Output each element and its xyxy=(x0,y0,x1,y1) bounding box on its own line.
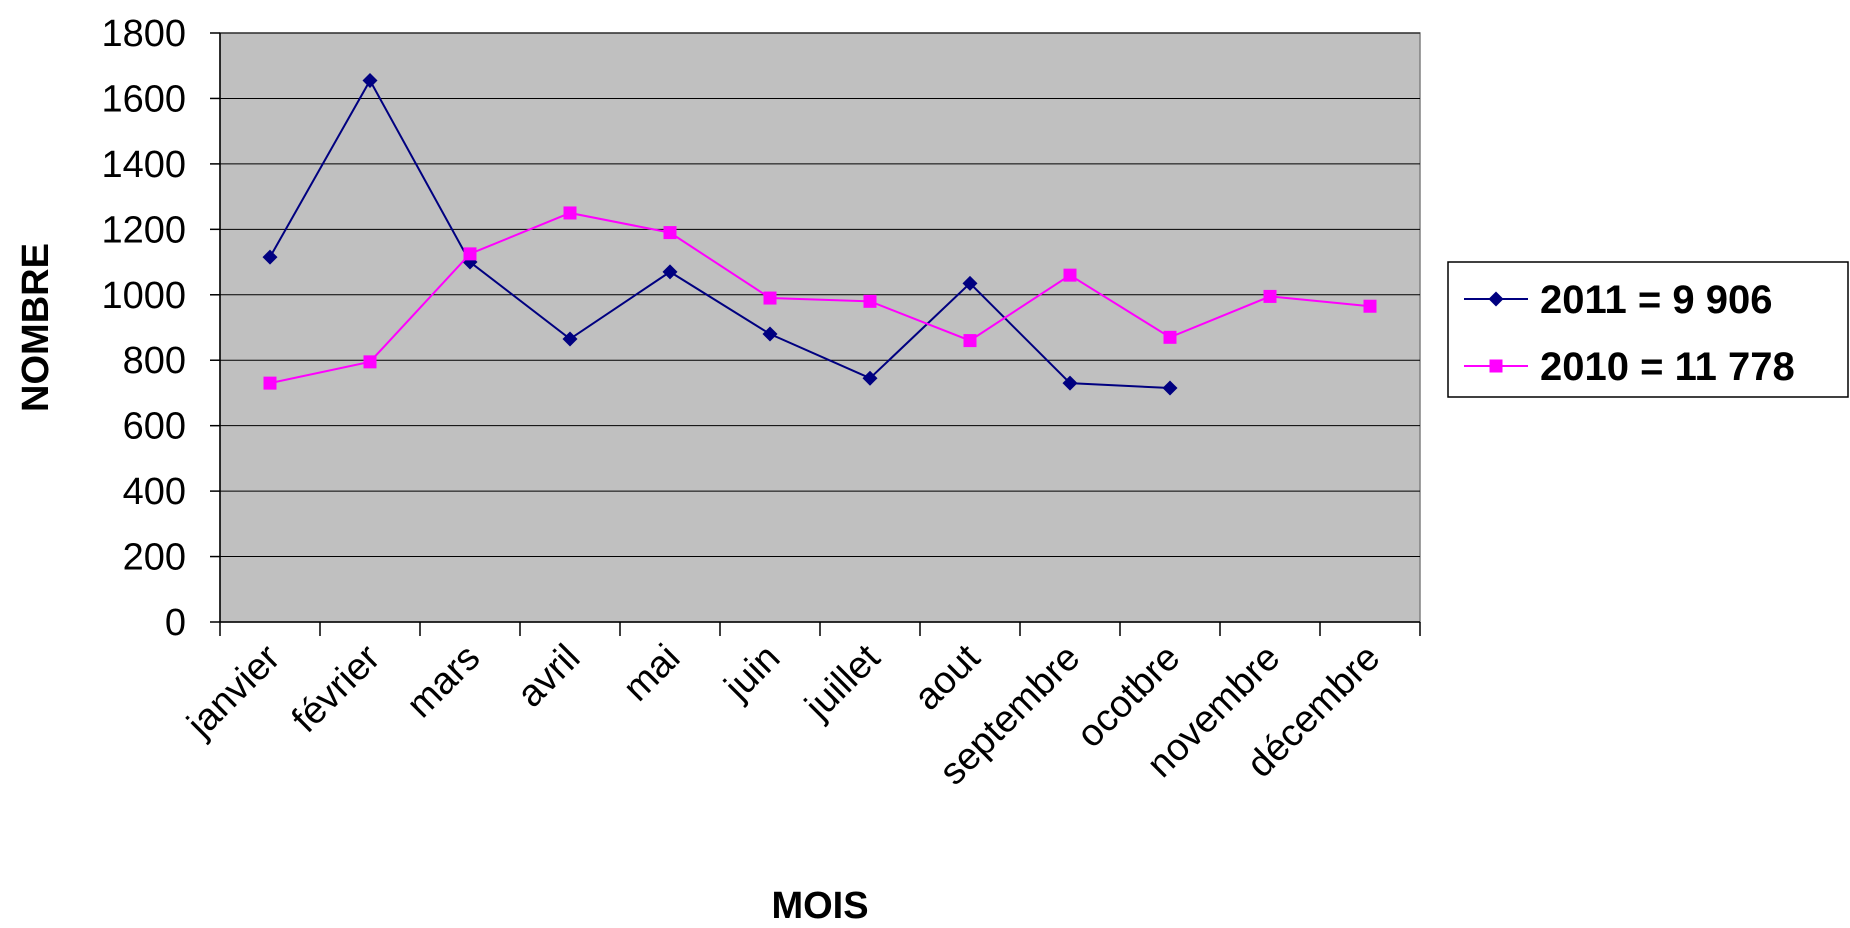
series-2-point xyxy=(1363,299,1377,313)
series-1-point xyxy=(962,275,978,291)
y-tick-label: 1400 xyxy=(101,144,186,186)
plot-area xyxy=(219,32,1421,623)
series-1-point xyxy=(1062,375,1078,391)
y-tick-label: 200 xyxy=(123,537,186,579)
series-1-point xyxy=(1162,380,1178,396)
legend-box xyxy=(1447,261,1849,398)
x-tick-label: juillet xyxy=(797,636,889,728)
x-tick-label: janvier xyxy=(179,636,289,746)
y-tick-label: 1200 xyxy=(101,209,186,251)
series-2-point xyxy=(263,376,277,390)
series-2-point xyxy=(463,247,477,261)
legend-swatch-marker xyxy=(1488,291,1504,307)
legend-label: 2011 = 9 906 xyxy=(1540,278,1772,322)
series-1-point xyxy=(562,331,578,347)
series-1-point xyxy=(762,326,778,342)
series-2-point xyxy=(863,294,877,308)
y-tick-label: 800 xyxy=(123,340,186,382)
y-tick-label: 0 xyxy=(165,602,186,644)
series-1-point xyxy=(262,249,278,265)
y-tick-label: 400 xyxy=(123,471,186,513)
x-tick-label: avril xyxy=(509,637,588,716)
legend-label: 2010 = 11 778 xyxy=(1540,345,1795,389)
legend-swatch-marker xyxy=(1489,359,1503,373)
y-tick-label: 1600 xyxy=(101,78,186,120)
x-axis-title: MOIS xyxy=(771,885,868,923)
x-tick-label: aout xyxy=(906,636,988,718)
x-tick-label: mai xyxy=(615,637,688,710)
x-tick-label: juin xyxy=(716,637,788,709)
series-1-point xyxy=(862,370,878,386)
series-1-point xyxy=(462,254,478,270)
x-tick-label: mars xyxy=(399,637,488,726)
series-2-point xyxy=(1163,330,1177,344)
series-2-line xyxy=(269,211,1371,385)
series-2-point xyxy=(763,291,777,305)
y-tick-label: 600 xyxy=(123,406,186,448)
series-2-point xyxy=(363,355,377,369)
y-axis-title: NOMBRE xyxy=(15,243,57,412)
series-1-line xyxy=(269,78,1171,390)
series-2-point xyxy=(563,206,577,220)
series-2-point xyxy=(1063,268,1077,282)
series-1-point xyxy=(662,264,678,280)
y-tick-label: 1000 xyxy=(101,275,186,317)
series-2-point xyxy=(663,226,677,240)
series-1-point xyxy=(362,72,378,88)
y-tick-label: 1800 xyxy=(101,13,186,55)
series-2-point xyxy=(963,334,977,348)
x-tick-label: février xyxy=(284,636,389,741)
series-2-point xyxy=(1263,289,1277,303)
